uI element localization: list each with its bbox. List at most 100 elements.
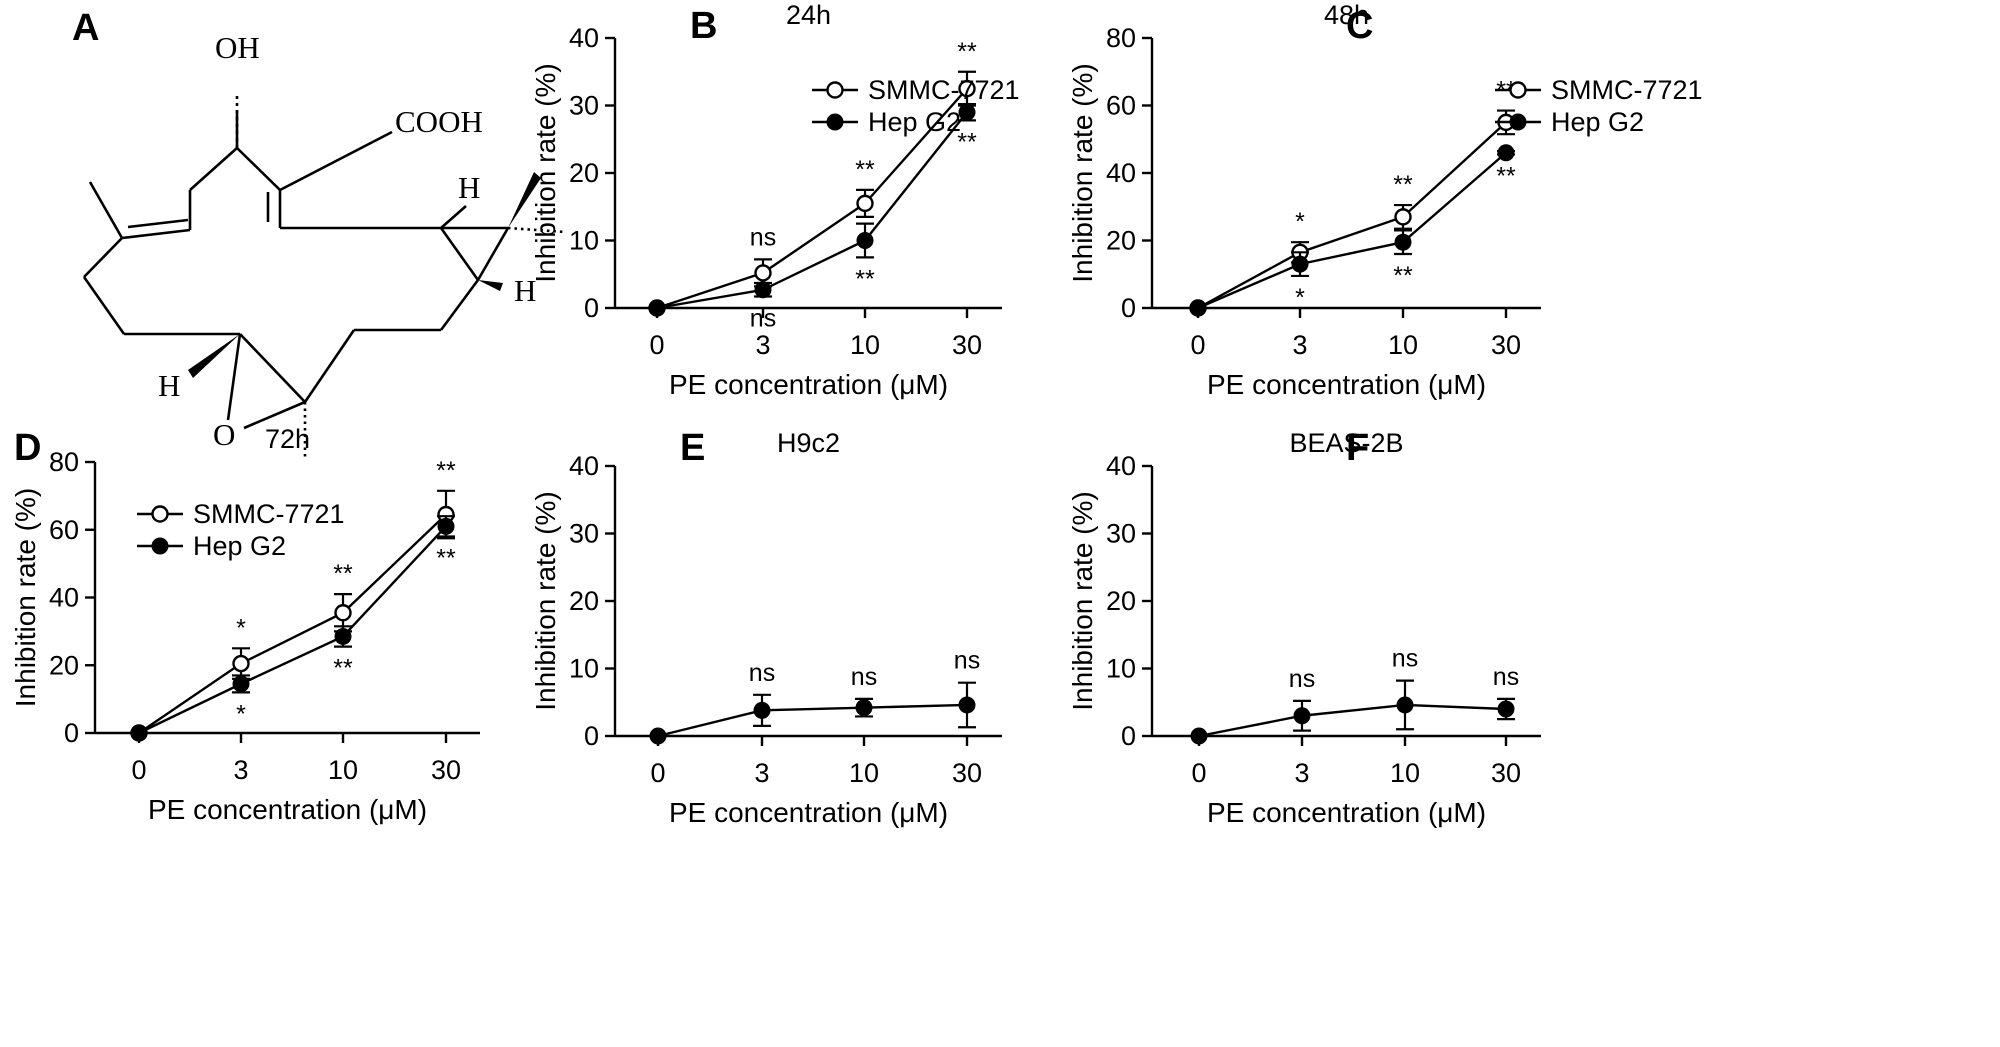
panel-b-series-hep-g2-significance-label: **	[957, 128, 977, 156]
panel-b-x-tick-label: 3	[755, 330, 770, 360]
panel-e-series-h9c2-significance-label: ns	[954, 647, 980, 675]
panel-c-series-hep-g2-point	[1189, 299, 1207, 317]
panel-b-series-smmc-7721-significance-label: **	[957, 38, 977, 66]
structure-label-cooh: COOH	[395, 104, 483, 139]
panel-d-legend-label: Hep G2	[193, 531, 286, 561]
panel-e-x-tick-label: 3	[754, 758, 769, 788]
panel-b-y-tick-label: 10	[569, 226, 599, 256]
panel-a-structure: A	[72, 7, 566, 458]
panel-b-series-smmc-7721-significance-label: **	[855, 156, 875, 184]
panel-c-y-tick-label: 60	[1106, 91, 1136, 121]
panel-b-y-axis-label: Inhibition rate (%)	[530, 63, 561, 282]
panel-e-x-tick-label: 10	[849, 758, 879, 788]
panel-d-legend-marker	[151, 505, 169, 523]
panel-c-y-tick-label: 0	[1121, 293, 1136, 323]
panel-d-series-hep-g2-significance-label: **	[333, 655, 353, 683]
panel-c-series-hep-g2-point	[1291, 255, 1309, 273]
panel-e-title: H9c2	[777, 428, 840, 458]
panel-d-series-smmc-7721-significance-label: *	[236, 614, 246, 642]
panel-d-series-smmc-7721-point	[232, 654, 250, 673]
panel-c-x-axis-label: PE concentration (μM)	[1207, 369, 1486, 400]
panel-c-y-axis-label: Inhibition rate (%)	[1067, 63, 1098, 282]
structure-label-o: O	[213, 417, 235, 452]
panel-d-x-tick-label: 0	[131, 755, 146, 785]
panel-c-legend-marker	[1509, 113, 1527, 131]
panel-b-series-hep-g2-line	[656, 111, 968, 310]
panel-d-series-hep-g2: *****	[130, 515, 456, 742]
panel-c-y-tick-label: 80	[1106, 23, 1136, 53]
panel-b-y-tick-label: 40	[569, 23, 599, 53]
panel-b-series-hep-g2-point	[856, 232, 874, 249]
panel-d-series-hep-g2-line	[138, 525, 447, 735]
panel-d-x-tick-label: 10	[328, 755, 358, 785]
panel-b-series-smmc-7721-point	[856, 194, 874, 213]
panel-e-series-h9c2-significance-label: ns	[851, 663, 877, 691]
panel-f-x-axis-label: PE concentration (μM)	[1207, 797, 1486, 828]
panel-d-series-hep-g2-significance-label: **	[436, 545, 456, 573]
panel-c-x-tick-label: 3	[1292, 330, 1307, 360]
panel-b-series-hep-g2-point	[958, 103, 976, 121]
panel-c-series-hep-g2: *****	[1189, 144, 1516, 317]
panel-c-series-smmc-7721-significance-label: *	[1295, 208, 1305, 236]
panel-c-legend-marker	[1509, 81, 1527, 99]
panel-f-series-beas-2b-significance-label: ns	[1289, 665, 1315, 693]
panel-e-x-tick-label: 30	[952, 758, 982, 788]
panel-f-label: F	[1346, 427, 1369, 469]
panel-b-label: B	[690, 5, 717, 47]
panel-c-series-hep-g2-significance-label: *	[1295, 284, 1305, 312]
chemical-structure-diagram: OH COOH H H H O	[82, 30, 566, 458]
panel-c-series-smmc-7721-line	[1197, 121, 1507, 310]
panel-e-x-axis-label: PE concentration (μM)	[669, 797, 948, 828]
panel-f-series-beas-2b-point	[1396, 696, 1414, 714]
structure-label-oh: OH	[215, 30, 260, 65]
panel-d-title: 72h	[265, 424, 310, 454]
panel-c-title: 48h	[1324, 0, 1369, 30]
panel-d-y-tick-label: 0	[64, 718, 79, 748]
panel-f-y-tick-label: 30	[1106, 519, 1136, 549]
panel-c-series-hep-g2-significance-label: **	[1496, 162, 1516, 190]
panel-d-y-tick-label: 40	[49, 583, 79, 613]
panel-e-y-axis-label: Inhibition rate (%)	[530, 491, 561, 710]
panel-d-y-tick-label: 80	[49, 447, 79, 477]
panel-d-series-hep-g2-point	[130, 724, 148, 742]
panel-e-series-h9c2-line	[657, 703, 968, 738]
panel-d-series-hep-g2-significance-label: *	[236, 700, 246, 728]
panel-f-y-tick-label: 20	[1106, 586, 1136, 616]
panel-b-legend-label: Hep G2	[868, 107, 961, 137]
panel-b-series-smmc-7721-point	[754, 264, 772, 282]
panel-d-series-hep-g2-point	[232, 675, 250, 693]
panel-b-series-hep-g2-point	[754, 281, 772, 299]
panel-b-y-tick-label: 20	[569, 158, 599, 188]
panel-c-series-smmc-7721-point	[1394, 208, 1412, 226]
structure-label-h2: H	[514, 273, 536, 308]
panel-c-series-hep-g2-point	[1497, 144, 1515, 162]
panel-f-title: BEAS-2B	[1289, 428, 1403, 458]
panel-b-series-smmc-7721: ns ** **	[648, 38, 977, 317]
panel-b-series-hep-g2-significance-label: **	[855, 265, 875, 293]
panel-f-x-tick-label: 0	[1191, 758, 1206, 788]
panel-c-series-hep-g2-line	[1197, 151, 1507, 310]
panel-d-series-hep-g2-point	[334, 627, 352, 645]
structure-label-h1: H	[458, 170, 480, 205]
panel-b-series-smmc-7721-significance-label: ns	[750, 223, 776, 251]
panel-f-series-beas-2b-significance-label: ns	[1493, 663, 1519, 691]
panel-b-series-hep-g2-significance-label: ns	[750, 305, 776, 333]
panel-b-series-smmc-7721-line	[656, 87, 968, 310]
panel-c-x-tick-label: 30	[1491, 330, 1521, 360]
panel-c-x-tick-label: 0	[1190, 330, 1205, 360]
panel-d-y-axis-label: Inhibition rate (%)	[10, 488, 41, 707]
panel-e-y-tick-label: 10	[569, 654, 599, 684]
panel-f-series-beas-2b-significance-label: ns	[1392, 645, 1418, 673]
panel-b-series-hep-g2-point	[648, 299, 666, 317]
panel-e-series-h9c2-point	[753, 701, 771, 719]
panel-b-x-tick-label: 30	[952, 330, 982, 360]
panel-c-series-smmc-7721: *****	[1189, 77, 1516, 317]
